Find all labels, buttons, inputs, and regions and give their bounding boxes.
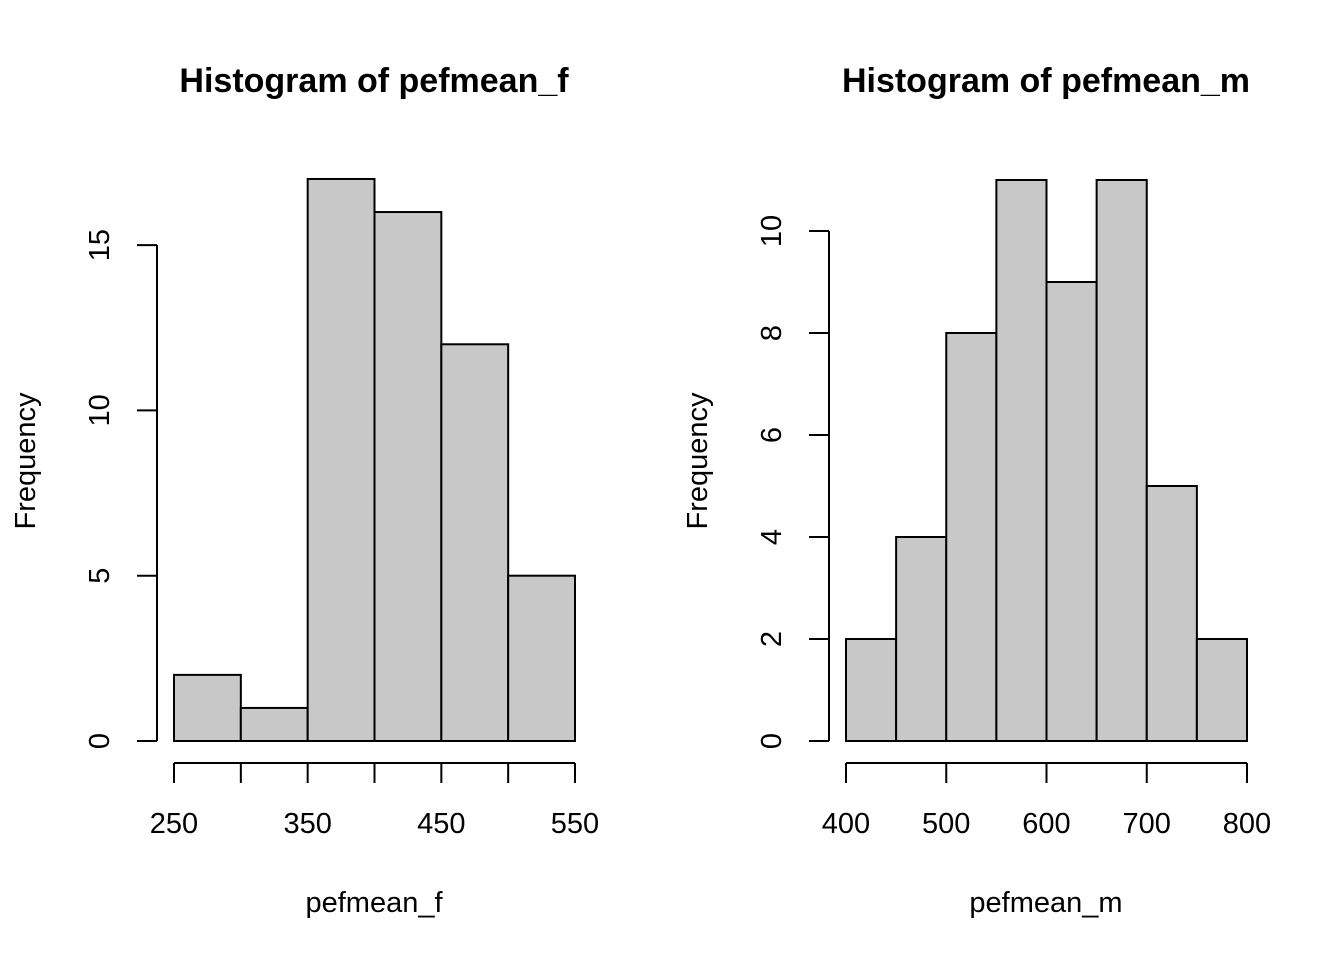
- x-axis: 250 350 450 550: [150, 762, 599, 840]
- y-axis: 0 5 10 15: [84, 229, 158, 749]
- y-tick-label: 10: [756, 215, 788, 247]
- x-tick-label: 450: [417, 808, 465, 840]
- y-tick-label: 5: [84, 568, 116, 584]
- histogram-bar: [239, 706, 309, 743]
- histogram-bar: [845, 638, 898, 742]
- y-tick-label: 2: [756, 631, 788, 647]
- histogram-panel-male: Histogram of pefmean_m pefmean_m Frequen…: [682, 62, 1271, 919]
- histogram-bar: [306, 177, 376, 743]
- histogram-bar: [895, 536, 948, 742]
- histogram-bar: [1095, 179, 1148, 742]
- x-axis: 400 500 600 700 800: [822, 762, 1271, 840]
- histogram-bar: [440, 343, 510, 742]
- y-axis-label: Frequency: [682, 392, 714, 530]
- chart-title: Histogram of pefmean_f: [179, 62, 569, 100]
- x-tick-label: 250: [150, 808, 198, 840]
- histogram-bar: [173, 673, 242, 743]
- histogram-bar: [1195, 638, 1248, 742]
- x-tick-label: 600: [1022, 808, 1070, 840]
- x-tick-label: 500: [922, 808, 970, 840]
- y-axis: 0 2 4 6 8 10: [756, 215, 830, 749]
- y-axis-label: Frequency: [10, 392, 42, 530]
- histogram-bar: [507, 574, 576, 743]
- histogram-bar: [373, 211, 443, 743]
- y-tick-label: 6: [756, 427, 788, 443]
- histogram-panel-female: Histogram of pefmean_f pefmean_f Frequen…: [10, 62, 599, 919]
- chart-title: Histogram of pefmean_m: [842, 62, 1250, 100]
- x-tick-label: 550: [551, 808, 599, 840]
- y-tick-label: 15: [84, 229, 116, 261]
- x-axis-label: pefmean_f: [305, 887, 443, 919]
- histogram-bar: [1045, 281, 1098, 742]
- histogram-bar: [995, 179, 1048, 742]
- x-tick-label: 350: [283, 808, 331, 840]
- x-tick-label: 800: [1223, 808, 1271, 840]
- bars: [173, 177, 576, 743]
- x-axis-label: pefmean_m: [969, 887, 1122, 919]
- y-tick-label: 4: [756, 529, 788, 545]
- x-tick-label: 400: [822, 808, 870, 840]
- histogram-bar: [945, 332, 998, 742]
- y-tick-label: 0: [84, 733, 116, 749]
- y-tick-label: 8: [756, 325, 788, 341]
- histogram-bar: [1145, 485, 1198, 742]
- y-tick-label: 10: [84, 394, 116, 426]
- y-tick-label: 0: [756, 733, 788, 749]
- x-tick-label: 700: [1123, 808, 1171, 840]
- bars: [845, 179, 1248, 742]
